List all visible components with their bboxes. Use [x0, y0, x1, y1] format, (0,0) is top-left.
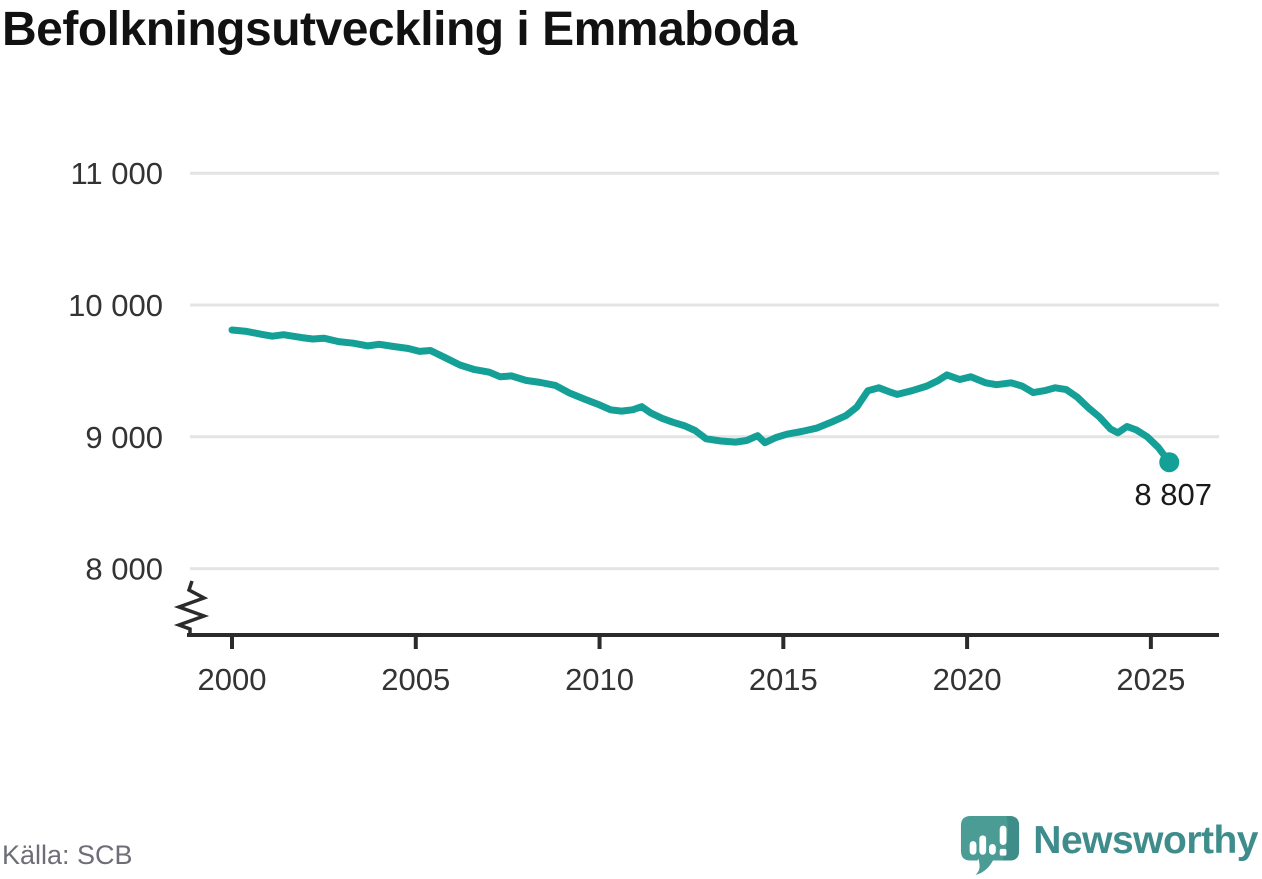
y-tick-label-11000: 11 000 [70, 156, 163, 191]
population-line [228, 326, 1173, 466]
newsworthy-logo-text: Newsworthy [1033, 818, 1258, 862]
y-tick-label-9000: 9 000 [85, 420, 163, 455]
y-axis-break-icon [173, 580, 210, 636]
newsworthy-logo: Newsworthy [959, 813, 1258, 877]
x-tick-label-2020: 2020 [933, 662, 1002, 697]
source-label: Källa: SCB [2, 840, 133, 870]
x-tick-label-2010: 2010 [565, 662, 634, 697]
end-value-label: 8 807 [1134, 477, 1212, 512]
x-tick-label-2015: 2015 [749, 662, 818, 697]
y-tick-label-8000: 8 000 [85, 552, 163, 587]
newsworthy-bubble-chart-icon [961, 815, 1020, 876]
x-tick-label-2025: 2025 [1116, 662, 1185, 697]
chart-title: Befolkningsutveckling i Emmaboda [2, 3, 797, 56]
x-tick-label-2000: 2000 [198, 662, 267, 697]
x-tick-label-2005: 2005 [381, 662, 450, 697]
end-point-dot [1159, 452, 1180, 473]
y-tick-label-10000: 10 000 [68, 288, 163, 323]
